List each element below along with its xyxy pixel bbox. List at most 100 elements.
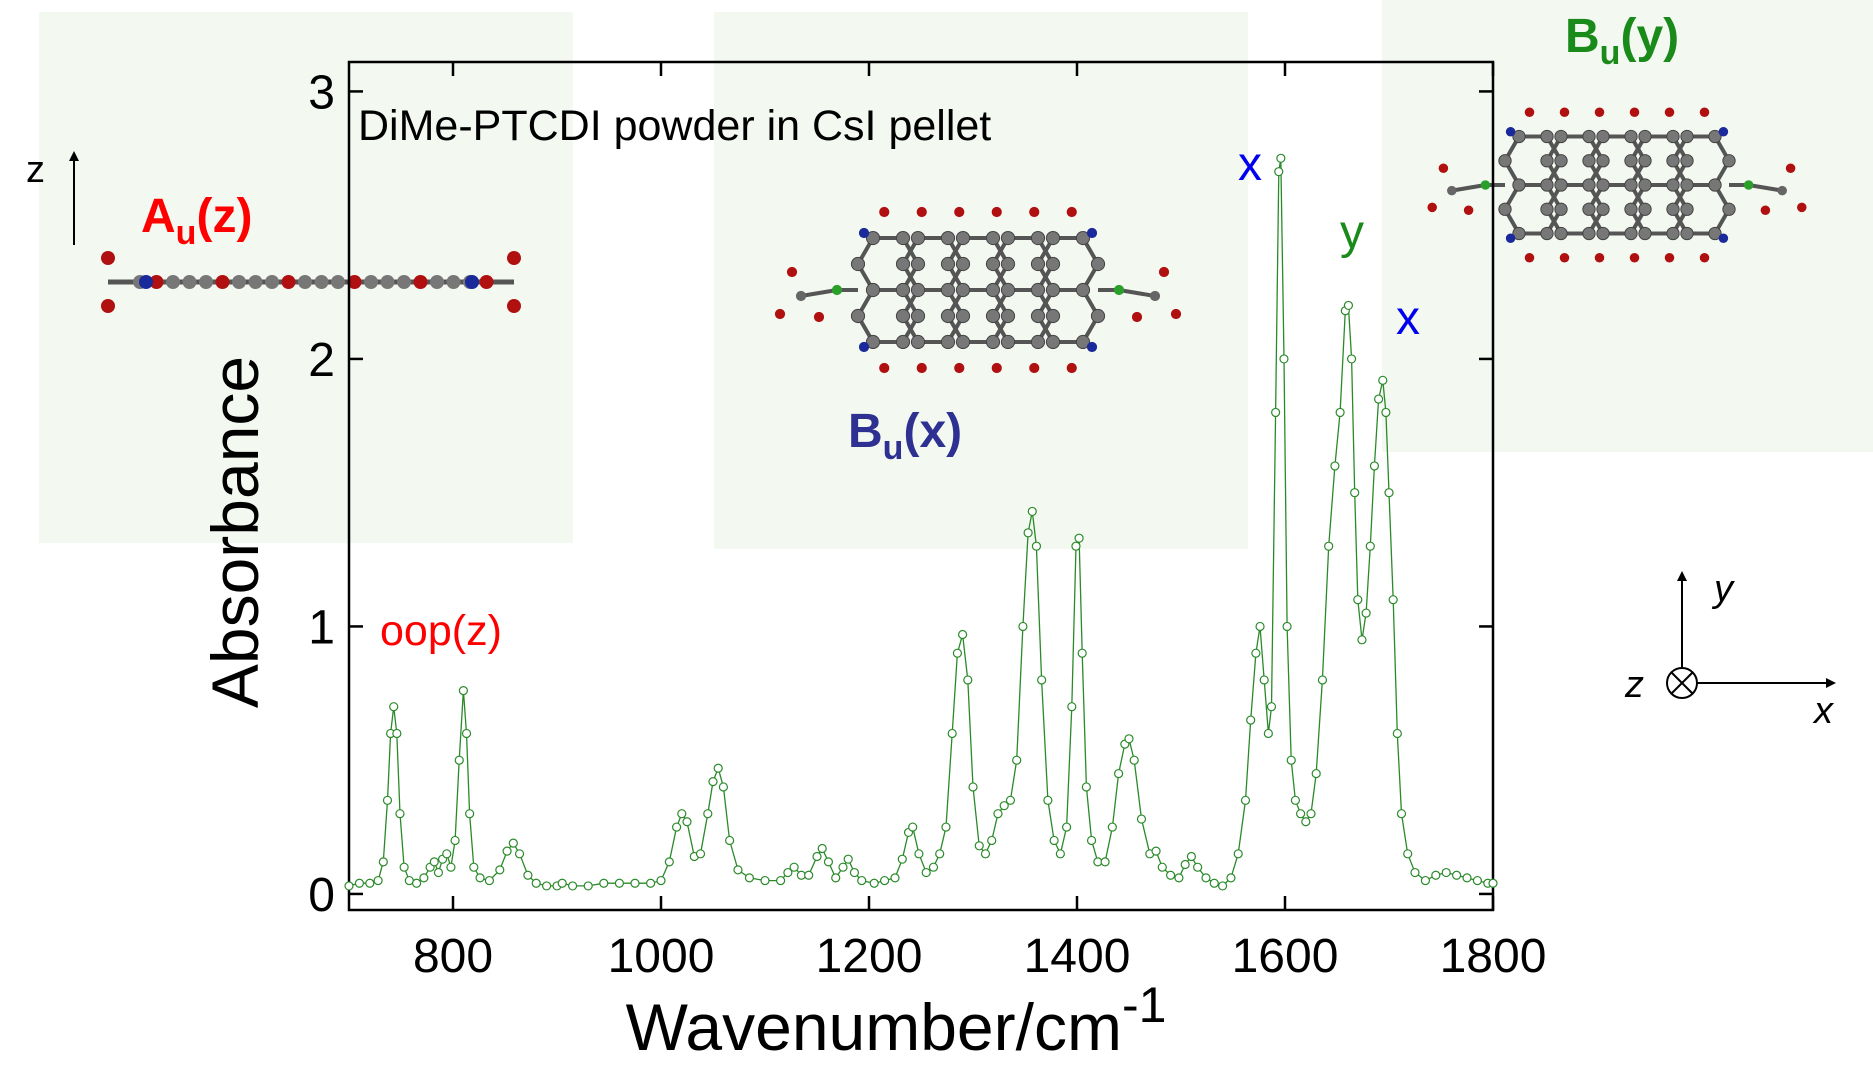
atom [314, 275, 329, 289]
atom [397, 275, 411, 289]
data-point [999, 801, 1009, 811]
data-point [1107, 822, 1117, 832]
atom [1664, 253, 1675, 263]
atom [850, 308, 866, 324]
molecules [101, 107, 1807, 374]
data-point [783, 867, 793, 878]
atom [298, 275, 312, 289]
mode-label: Bu(x) [848, 405, 962, 467]
atom [1629, 107, 1640, 117]
atom [850, 256, 866, 272]
atom [1629, 253, 1640, 263]
x-tick-label: 1600 [1232, 930, 1339, 983]
atom [281, 275, 296, 289]
plot-frame [347, 60, 1495, 912]
atom [1498, 154, 1512, 168]
data-point [1055, 849, 1065, 859]
atom [1158, 266, 1170, 278]
data-point [1180, 859, 1190, 870]
atom [1512, 178, 1526, 192]
x-tick-label: 1200 [816, 930, 923, 983]
atom [1540, 129, 1554, 144]
data-point [968, 782, 978, 792]
atom [910, 308, 926, 324]
data-point [1451, 870, 1462, 880]
atom [1638, 129, 1652, 144]
data-point [1027, 506, 1037, 517]
atom [1582, 129, 1596, 144]
data-point [1472, 875, 1483, 886]
atom [985, 308, 1001, 324]
atom [1596, 129, 1610, 144]
y-tick-label: 0 [308, 869, 335, 922]
atom [795, 290, 807, 302]
data-point [789, 862, 799, 872]
data-point [1462, 873, 1472, 883]
atom [149, 275, 164, 289]
atom [1113, 284, 1125, 296]
data-point [1209, 878, 1219, 888]
atom [1427, 202, 1437, 213]
bond [800, 288, 838, 298]
atom [1638, 226, 1652, 241]
data-point [1023, 528, 1033, 538]
plot-area: 800 1000 1200 1400 1600 1800 0 1 2 3 Wavenumber/cm… [198, 60, 1546, 1064]
atom [985, 282, 1001, 298]
atom [1638, 202, 1652, 216]
atom [1596, 154, 1610, 168]
atom [232, 275, 246, 289]
data-point [1276, 153, 1286, 163]
data-point [354, 878, 364, 888]
axis-indicator-label: z [1624, 664, 1644, 706]
data-point [1251, 648, 1261, 658]
atom [954, 206, 965, 218]
data-point [1043, 795, 1053, 805]
atom [1000, 334, 1016, 350]
atom [831, 284, 843, 296]
mode-label-base: B [848, 405, 883, 458]
annotation: x [1238, 138, 1262, 191]
data-point [475, 873, 485, 883]
atom [940, 282, 956, 298]
atom [955, 308, 971, 324]
atom [1624, 178, 1638, 192]
atom [955, 230, 971, 246]
data-point [849, 867, 860, 878]
atom [1029, 362, 1040, 374]
data-point [484, 875, 494, 886]
data-point [713, 763, 723, 773]
atom [940, 308, 956, 324]
atom [1718, 233, 1729, 243]
data-point [1488, 878, 1498, 888]
data-point [708, 776, 718, 787]
atom [1075, 334, 1091, 350]
mode-label: Bu(y) [1565, 10, 1679, 72]
data-point [1086, 835, 1097, 846]
atom [507, 251, 521, 265]
atom [1666, 154, 1680, 168]
data-point [531, 878, 541, 888]
atom [954, 362, 965, 374]
atom [199, 275, 213, 289]
atom [465, 275, 479, 289]
data-point [1353, 595, 1363, 605]
atom [910, 282, 926, 298]
molecule-panel [1382, 0, 1873, 452]
atom [1030, 230, 1046, 246]
data-point [656, 875, 666, 886]
atom [1540, 226, 1554, 241]
data-point [1151, 846, 1161, 856]
data-point [718, 782, 729, 792]
atom [1680, 202, 1694, 216]
data-point [1081, 782, 1091, 792]
data-point [419, 873, 429, 883]
data-point [1193, 862, 1203, 872]
data-point [1324, 541, 1334, 551]
data-point [1049, 835, 1059, 846]
atom [1438, 163, 1449, 173]
mode-label-sub: u [1600, 34, 1621, 72]
atom [1066, 206, 1077, 218]
data-point [541, 881, 552, 891]
atom [1624, 226, 1638, 241]
